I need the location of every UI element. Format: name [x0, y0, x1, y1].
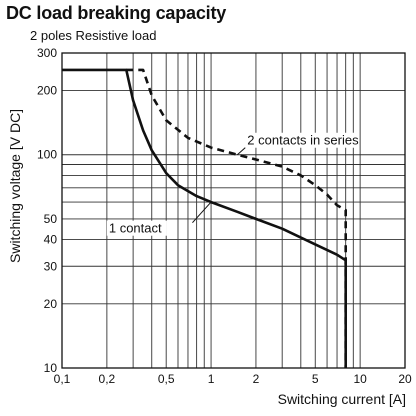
chart-title: DC load breaking capacity [6, 3, 227, 23]
y-tick-label: 40 [44, 233, 58, 247]
y-tick-label: 20 [44, 297, 58, 311]
x-tick-label: 1 [208, 372, 215, 386]
y-tick-label: 50 [44, 212, 58, 226]
y-tick-label: 30 [44, 259, 58, 273]
x-tick-label: 0,2 [99, 372, 116, 386]
annotation-2-contacts-in-series: 2 contacts in series [247, 133, 359, 148]
x-axis-label: Switching current [A] [277, 391, 406, 407]
x-tick-label: 5 [312, 372, 319, 386]
x-tick-label: 0,5 [158, 372, 175, 386]
y-tick-label: 300 [37, 46, 57, 60]
annotation-1-contact: 1 contact [109, 221, 162, 236]
y-tick-label: 10 [44, 361, 58, 375]
chart-subtitle: 2 poles Resistive load [30, 28, 157, 43]
annotation-bg-1-contact [106, 220, 167, 236]
annotation-leader-1-contact [192, 201, 212, 224]
y-tick-label: 200 [37, 84, 57, 98]
x-tick-label: 0,1 [54, 372, 71, 386]
annotation-bg-2-contacts [245, 132, 358, 148]
y-tick-label: 100 [37, 148, 57, 162]
series-line-2-contacts-in-series [126, 68, 347, 368]
x-tick-label: 10 [353, 372, 367, 386]
x-tick-label: 2 [253, 372, 260, 386]
annotation-leader-2-contacts [236, 147, 246, 156]
series-line-1-contact [62, 68, 347, 368]
x-tick-label: 20 [398, 372, 412, 386]
plot-frame [61, 52, 406, 369]
